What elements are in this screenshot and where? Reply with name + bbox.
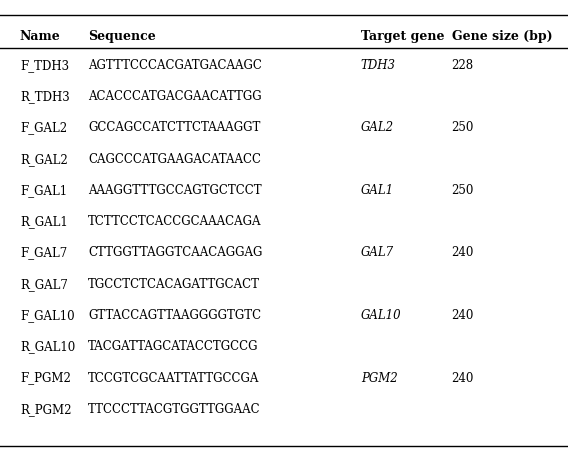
- Text: F_GAL2: F_GAL2: [20, 121, 67, 134]
- Text: Name: Name: [20, 30, 61, 43]
- Text: 240: 240: [452, 371, 474, 384]
- Text: R_GAL1: R_GAL1: [20, 215, 68, 228]
- Text: GAL1: GAL1: [361, 184, 394, 196]
- Text: 228: 228: [452, 59, 474, 72]
- Text: CAGCCCATGAAGACATAACC: CAGCCCATGAAGACATAACC: [88, 152, 261, 165]
- Text: TCTTCCTCACCGCAAACAGA: TCTTCCTCACCGCAAACAGA: [88, 215, 261, 228]
- Text: Target gene: Target gene: [361, 30, 444, 43]
- Text: TTCCCTTACGTGGTTGGAAC: TTCCCTTACGTGGTTGGAAC: [88, 402, 261, 415]
- Text: R_GAL10: R_GAL10: [20, 340, 75, 353]
- Text: AAAGGTTTGCCAGTGCTCCT: AAAGGTTTGCCAGTGCTCCT: [88, 184, 262, 196]
- Text: TCCGTCGCAATTATTGCCGA: TCCGTCGCAATTATTGCCGA: [88, 371, 260, 384]
- Text: Gene size (bp): Gene size (bp): [452, 30, 552, 43]
- Text: TACGATTAGCATACCTGCCG: TACGATTAGCATACCTGCCG: [88, 340, 258, 353]
- Text: TDH3: TDH3: [361, 59, 396, 72]
- Text: R_GAL2: R_GAL2: [20, 152, 68, 165]
- Text: 250: 250: [452, 184, 474, 196]
- Text: PGM2: PGM2: [361, 371, 398, 384]
- Text: F_GAL7: F_GAL7: [20, 246, 67, 259]
- Text: 240: 240: [452, 308, 474, 321]
- Text: TGCCTCTCACAGATTGCACT: TGCCTCTCACAGATTGCACT: [88, 277, 260, 290]
- Text: R_GAL7: R_GAL7: [20, 277, 68, 290]
- Text: 250: 250: [452, 121, 474, 134]
- Text: GAL7: GAL7: [361, 246, 394, 259]
- Text: CTTGGTTAGGTCAACAGGAG: CTTGGTTAGGTCAACAGGAG: [88, 246, 262, 259]
- Text: GCCAGCCATCTTCTAAAGGT: GCCAGCCATCTTCTAAAGGT: [88, 121, 260, 134]
- Text: ACACCCATGACGAACATTGG: ACACCCATGACGAACATTGG: [88, 90, 262, 103]
- Text: Sequence: Sequence: [88, 30, 156, 43]
- Text: F_PGM2: F_PGM2: [20, 371, 71, 384]
- Text: AGTTTCCCACGATGACAAGC: AGTTTCCCACGATGACAAGC: [88, 59, 262, 72]
- Text: 240: 240: [452, 246, 474, 259]
- Text: F_TDH3: F_TDH3: [20, 59, 69, 72]
- Text: F_GAL1: F_GAL1: [20, 184, 67, 196]
- Text: R_PGM2: R_PGM2: [20, 402, 72, 415]
- Text: GAL10: GAL10: [361, 308, 402, 321]
- Text: GAL2: GAL2: [361, 121, 394, 134]
- Text: R_TDH3: R_TDH3: [20, 90, 70, 103]
- Text: F_GAL10: F_GAL10: [20, 308, 74, 321]
- Text: GTTACCAGTTAAGGGGTGTC: GTTACCAGTTAAGGGGTGTC: [88, 308, 261, 321]
